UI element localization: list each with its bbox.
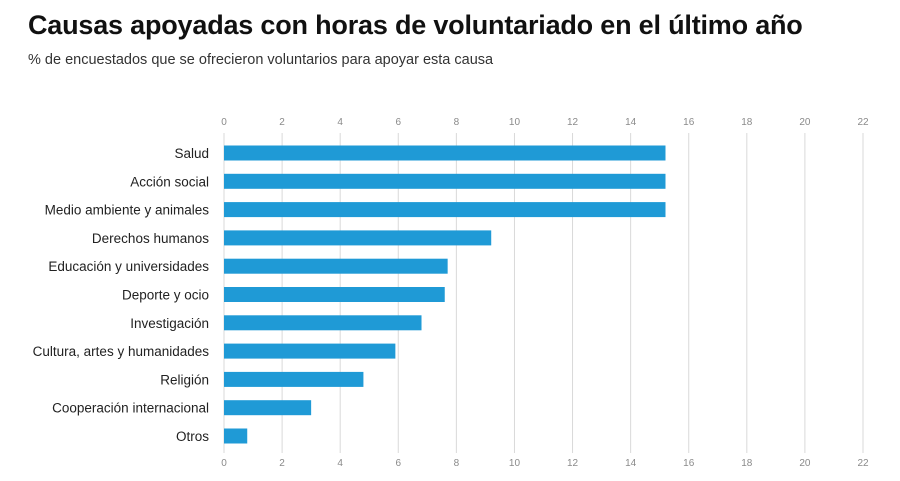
category-label: Medio ambiente y animales	[45, 203, 210, 218]
x-tick-label-top: 4	[337, 117, 343, 128]
bar	[224, 173, 666, 189]
x-tick-label-bottom: 22	[857, 458, 869, 469]
bar	[224, 287, 445, 302]
bar	[224, 371, 364, 387]
x-tick-label-top: 22	[857, 117, 869, 128]
x-tick-label-bottom: 4	[337, 458, 343, 469]
x-tick-label-bottom: 10	[509, 458, 521, 469]
x-tick-label-top: 0	[221, 117, 227, 128]
x-tick-label-top: 20	[799, 117, 811, 128]
bar	[224, 343, 396, 359]
bar	[224, 428, 248, 444]
category-label: Derechos humanos	[92, 231, 209, 246]
bar	[224, 202, 666, 218]
x-tick-label-top: 8	[454, 117, 460, 128]
category-label: Deporte y ocio	[122, 288, 209, 303]
category-label: Religión	[160, 372, 209, 387]
category-labels: Salud Acción social Medio ambiente y anima…	[33, 146, 210, 444]
category-label: Investigación	[130, 316, 209, 331]
category-label: Acción social	[130, 174, 209, 189]
category-label: Cooperación internacional	[52, 401, 209, 416]
x-tick-label-bottom: 12	[567, 458, 579, 469]
x-tick-label-top: 6	[395, 117, 401, 128]
x-tick-label-top: 2	[279, 117, 285, 128]
x-tick-label-bottom: 0	[221, 458, 227, 469]
x-tick-label-top: 10	[509, 117, 521, 128]
bar	[224, 400, 312, 416]
x-tick-label-top: 16	[683, 117, 695, 128]
x-tick-label-bottom: 14	[625, 458, 637, 469]
category-label: Salud	[174, 146, 209, 161]
category-label: Educación y universidades	[48, 259, 209, 274]
x-tick-label-top: 18	[741, 117, 753, 128]
x-tick-label-bottom: 16	[683, 458, 695, 469]
x-tick-label-bottom: 18	[741, 458, 753, 469]
category-label: Otros	[176, 429, 209, 444]
x-tick-label-bottom: 6	[395, 458, 401, 469]
bar	[224, 258, 448, 274]
category-label: Cultura, artes y humanidades	[33, 344, 210, 359]
bar	[224, 315, 422, 331]
x-tick-label-top: 14	[625, 117, 637, 128]
x-tick-label-bottom: 2	[279, 458, 285, 469]
x-tick-label-bottom: 20	[799, 458, 811, 469]
x-tick-label-top: 12	[567, 117, 579, 128]
chart-subtitle: % de encuestados que se ofrecieron volun…	[28, 52, 494, 68]
bar	[224, 230, 492, 246]
bar	[224, 145, 666, 161]
bars	[224, 145, 666, 444]
x-tick-label-bottom: 8	[454, 458, 460, 469]
chart-title: Causas apoyadas con horas de voluntariad…	[28, 10, 803, 40]
